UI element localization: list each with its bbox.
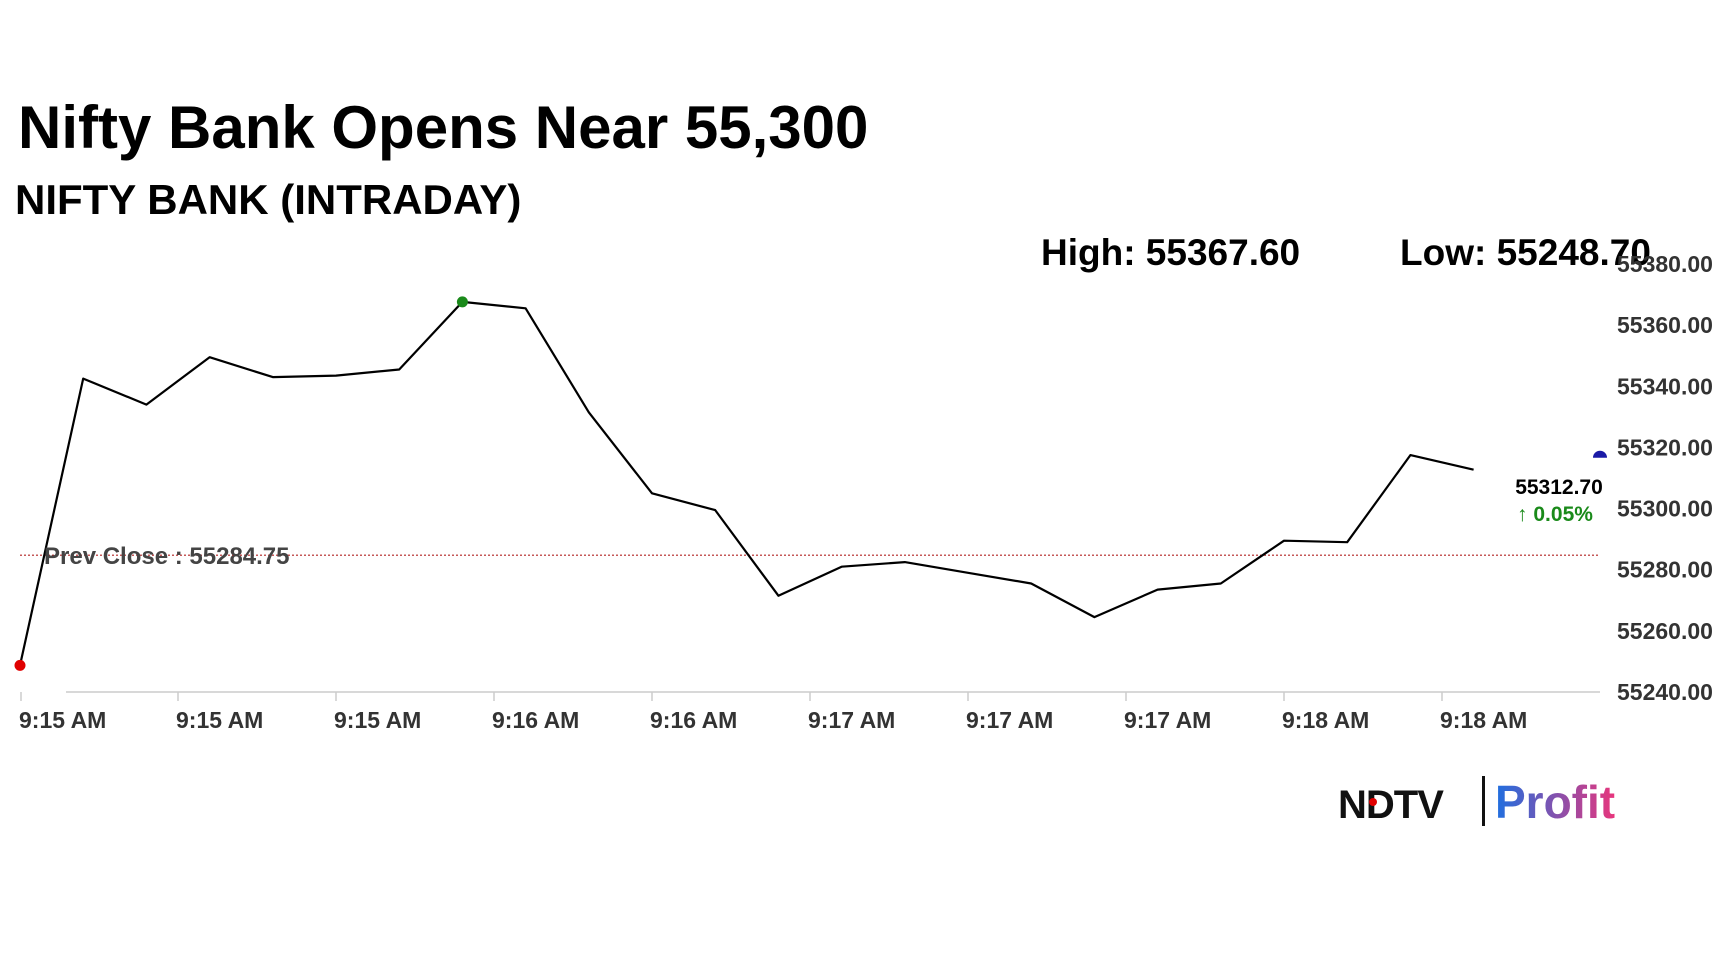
x-tick-label: 9:16 AM: [492, 707, 579, 733]
x-tick-label: 9:17 AM: [808, 707, 895, 733]
x-tick-label: 9:17 AM: [1124, 707, 1211, 733]
headline: Nifty Bank Opens Near 55,300: [18, 94, 868, 161]
x-tick-label: 9:18 AM: [1440, 707, 1527, 733]
last-change-label: ↑ 0.05%: [1517, 503, 1593, 526]
x-tick-label: 9:16 AM: [650, 707, 737, 733]
last-price-label: 55312.70: [1515, 476, 1603, 499]
high-stat: High: 55367.60: [1041, 232, 1300, 273]
subtitle: NIFTY BANK (INTRADAY): [15, 176, 521, 223]
y-tick-label: 55260.00: [1617, 618, 1713, 644]
price-line: [18, 300, 1474, 666]
y-tick-label: 55300.00: [1617, 496, 1713, 522]
brand-red-dot: [1369, 798, 1377, 806]
low-marker: [14, 659, 26, 671]
high-marker: [456, 296, 468, 308]
x-tick-label: 9:15 AM: [19, 707, 106, 733]
x-tick-label: 9:15 AM: [176, 707, 263, 733]
x-tick-label: 9:15 AM: [334, 707, 421, 733]
brand-ndtv: NDTV: [1338, 783, 1444, 827]
brand-divider: [1482, 776, 1485, 826]
x-tick-label: 9:17 AM: [966, 707, 1053, 733]
last-price-marker: [1593, 450, 1607, 458]
y-tick-label: 55340.00: [1617, 373, 1713, 399]
x-tick-label: 9:18 AM: [1282, 707, 1369, 733]
prev-close-label: Prev Close : 55284.75: [44, 543, 290, 570]
y-tick-label: 55380.00: [1617, 251, 1713, 277]
y-tick-label: 55320.00: [1617, 434, 1713, 460]
ndtv-profit-logo: NDTV Profit: [1338, 776, 1615, 828]
y-tick-label: 55280.00: [1617, 557, 1713, 583]
plot-area: 9:15 AM 9:15 AM 9:15 AM 9:16 AM 9:16 AM 9:17 …: [14, 251, 1713, 733]
y-tick-label: 55240.00: [1617, 679, 1713, 705]
y-tick-label: 55360.00: [1617, 312, 1713, 338]
low-stat: Low: 55248.70: [1400, 232, 1651, 273]
brand-profit: Profit: [1495, 776, 1615, 828]
